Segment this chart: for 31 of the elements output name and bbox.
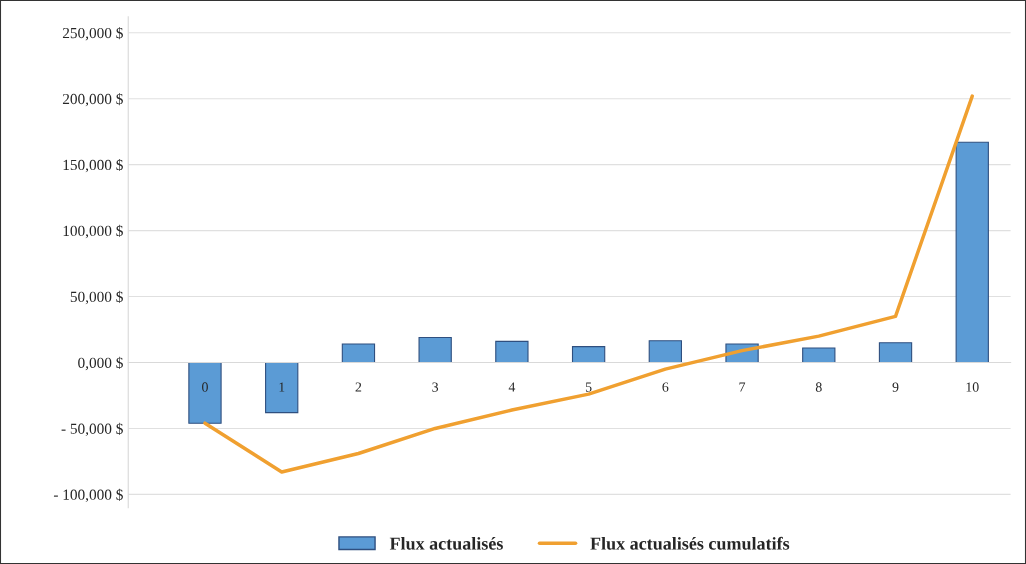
bar — [341, 343, 376, 364]
x-tick-label: 9 — [892, 382, 899, 392]
bar — [648, 340, 683, 364]
y-tick-label: - 100,000 $ — [53, 488, 123, 503]
y-tick-label: 150,000 $ — [63, 158, 123, 173]
x-tick-label: 5 — [585, 382, 592, 392]
y-tick-label: - 50,000 $ — [61, 422, 123, 437]
y-tick-label: 100,000 $ — [63, 224, 123, 239]
y-tick-label: 0,000 $ — [78, 356, 123, 371]
x-tick-label: 0 — [202, 382, 208, 392]
bar — [571, 346, 606, 364]
x-tick-label: 8 — [815, 382, 822, 392]
x-tick-label: 6 — [662, 382, 669, 392]
bar — [802, 347, 836, 364]
bar — [878, 342, 913, 364]
y-tick-label: 250,000 $ — [62, 26, 123, 41]
x-tick-label: 1 — [279, 382, 285, 392]
bar — [188, 361, 222, 424]
x-tick-label: 2 — [355, 382, 362, 392]
bar — [265, 361, 299, 414]
legend-label: Flux actualisés cumulatifs — [590, 536, 790, 550]
legend-label: Flux actualisés — [389, 537, 503, 550]
bar — [418, 336, 452, 364]
x-tick-label: 7 — [739, 382, 746, 392]
bar — [955, 141, 989, 364]
x-tick-label: 3 — [432, 382, 439, 392]
x-tick-label: 4 — [508, 382, 516, 392]
y-tick-label: 50,000 $ — [70, 290, 123, 305]
bar — [495, 340, 529, 364]
x-tick-label: 10 — [966, 382, 979, 392]
y-tick-label: 200,000 $ — [62, 92, 123, 107]
